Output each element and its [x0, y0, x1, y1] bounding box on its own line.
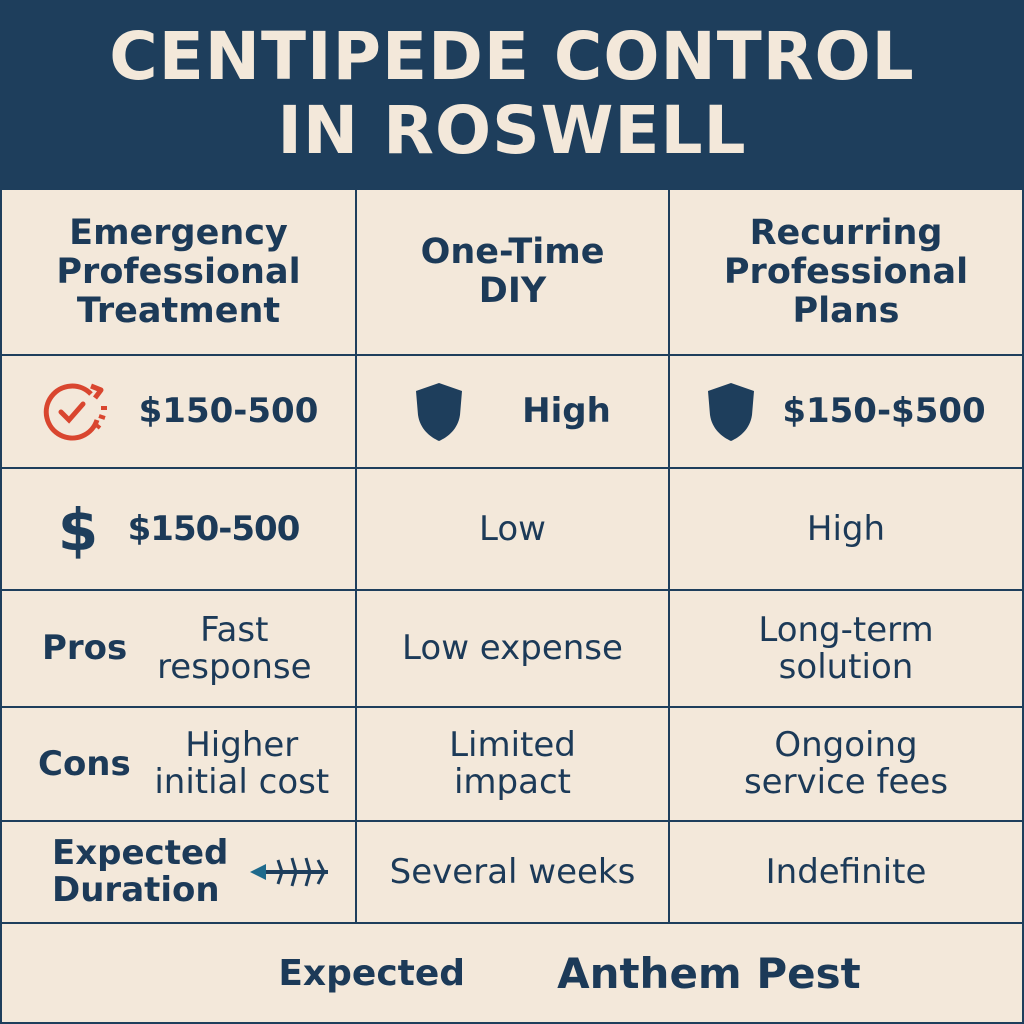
cons-recurring: Ongoing service fees — [743, 725, 949, 802]
centipede-icon — [248, 852, 332, 892]
cons-diy: Limited impact — [449, 725, 576, 802]
pros-cell-recurring: Long-term solution — [670, 591, 1022, 708]
clock-icon — [39, 380, 111, 444]
cons-label: Cons — [38, 743, 131, 784]
cost-emergency: $150-500 — [138, 391, 319, 431]
page-title: CENTIPEDE CONTROL IN ROSWELL — [109, 18, 915, 169]
header-diy: One-Time DIY — [357, 190, 670, 356]
price-cell-recurring: High — [670, 469, 1022, 591]
cost-diy: High — [522, 391, 611, 431]
cons-cell-emergency: Cons Higher initial cost — [2, 708, 357, 822]
price-recurring: High — [806, 508, 886, 549]
price-cell-emergency: $ $150-500 — [2, 469, 357, 591]
cons-cell-diy: Limited impact — [357, 708, 670, 822]
header-recurring: Recurring Professional Plans — [670, 190, 1022, 356]
price-diy: Low — [479, 508, 546, 549]
shield-icon — [414, 381, 464, 443]
pros-cell-emergency: Pros Fast response — [2, 591, 357, 708]
brand-name: Anthem Pest — [557, 948, 861, 998]
header-recurring-label: Recurring Professional Plans — [723, 212, 969, 331]
duration-cell-emergency: Expected Duration — [2, 822, 357, 924]
title-banner: CENTIPEDE CONTROL IN ROSWELL — [0, 0, 1024, 188]
pros-label: Pros — [42, 628, 128, 668]
cons-cell-recurring: Ongoing service fees — [670, 708, 1022, 822]
pros-recurring: Long-term solution — [758, 609, 934, 687]
dollar-icon: $ — [58, 496, 98, 562]
cost-recurring: $150-$500 — [782, 391, 986, 431]
duration-diy: Several weeks — [389, 851, 636, 892]
price-cell-diy: Low — [357, 469, 670, 591]
duration-label: Expected Duration — [52, 833, 229, 910]
price-emergency: $150-500 — [127, 508, 301, 549]
duration-recurring: Indefinite — [765, 851, 927, 892]
shield-icon — [706, 381, 756, 443]
pros-cell-diy: Low expense — [357, 591, 670, 708]
pros-emergency: Fast response — [157, 609, 312, 687]
header-diy-label: One-Time DIY — [420, 232, 605, 311]
cost-cell-recurring: $150-$500 — [670, 356, 1022, 469]
pros-diy: Low expense — [402, 628, 623, 668]
header-emergency: Emergency Professional Treatment — [2, 190, 357, 356]
duration-cell-recurring: Indefinite — [670, 822, 1022, 924]
footer-row: Expected Anthem Pest — [2, 924, 1022, 1022]
cost-cell-diy: High — [357, 356, 670, 469]
duration-cell-diy: Several weeks — [357, 822, 670, 924]
svg-text:$: $ — [58, 496, 98, 562]
comparison-table: Emergency Professional Treatment One-Tim… — [0, 188, 1024, 1024]
header-emergency-label: Emergency Professional Treatment — [56, 212, 301, 331]
cons-emergency: Higher initial cost — [154, 725, 330, 802]
footer-label: Expected — [278, 952, 466, 994]
cost-cell-emergency: $150-500 — [2, 356, 357, 469]
